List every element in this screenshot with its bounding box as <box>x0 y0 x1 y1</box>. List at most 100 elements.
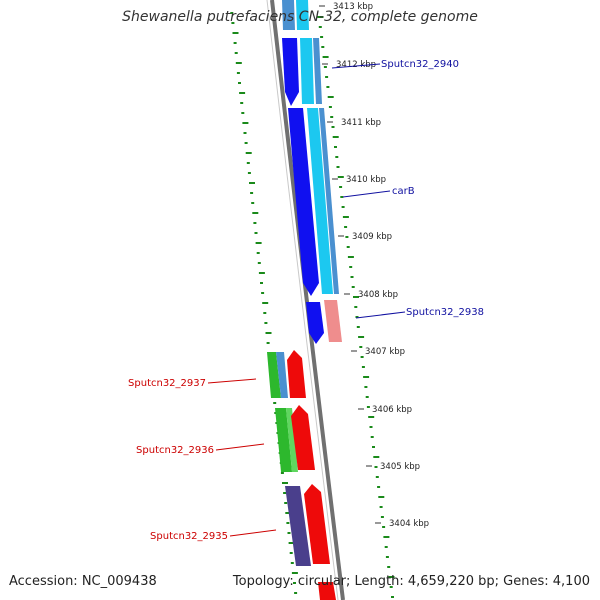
cds-top-stub-mid[interactable] <box>282 0 295 30</box>
gc-dot-left <box>232 32 239 34</box>
gc-dot-left <box>243 132 247 134</box>
gene-label-leader <box>331 63 381 69</box>
gc-dot-right <box>389 586 393 588</box>
gene-label[interactable]: Sputcn32_2935 <box>150 531 228 542</box>
cds-sputcn32-2937-arrow[interactable] <box>287 350 306 398</box>
gc-dot-right <box>379 506 383 508</box>
gc-dot-left <box>261 292 265 294</box>
gc-dot-left <box>235 62 242 64</box>
gc-dot-right <box>372 446 375 448</box>
gc-dot-left <box>249 182 255 184</box>
gc-dot-right <box>346 246 350 248</box>
gene-label[interactable]: Sputcn32_2940 <box>381 59 459 70</box>
ruler-tick-label: 3410 kbp <box>346 175 386 185</box>
gene-label[interactable]: Sputcn32_2936 <box>136 445 214 456</box>
gc-dot-right <box>321 46 325 48</box>
cds-carb-mid[interactable] <box>319 108 339 294</box>
backbone-inner-line <box>266 0 339 600</box>
ruler-tick-label: 3411 kbp <box>341 118 381 128</box>
gc-dot-left <box>290 562 294 564</box>
gc-dot-right <box>364 386 368 388</box>
cds-carb-arrow[interactable] <box>288 108 319 296</box>
gc-dot-right <box>382 526 386 528</box>
gc-dot-left <box>291 572 298 574</box>
gc-dot-right <box>342 216 349 218</box>
gene-label[interactable]: Sputcn32_2937 <box>128 378 206 389</box>
gene-label[interactable]: carB <box>392 186 415 197</box>
cds-carb-light[interactable] <box>307 108 333 294</box>
reverse-strand-features <box>267 350 336 600</box>
cds-sputcn32-2936-green[interactable] <box>275 408 292 472</box>
cds-sputcn32-2936-green-light[interactable] <box>286 408 298 472</box>
cds-bottom-stub[interactable] <box>318 582 336 600</box>
forward-strand-features <box>282 0 342 344</box>
gene-label[interactable]: Sputcn32_2938 <box>406 307 484 318</box>
cds-sputcn32-2935-arrow[interactable] <box>304 484 330 564</box>
gc-dot-left <box>288 542 295 544</box>
gc-dot-left <box>255 242 262 244</box>
gc-dot-left <box>286 522 290 524</box>
gc-dot-right <box>378 496 385 498</box>
ruler-tick-label: 3407 kbp <box>365 347 405 357</box>
gc-dot-right <box>344 226 348 228</box>
gc-dot-left <box>293 582 296 584</box>
cds-sputcn32-2935-purple[interactable] <box>285 486 311 566</box>
gc-dot-right <box>354 306 358 308</box>
gc-dot-left <box>250 192 254 194</box>
gc-dot-left <box>260 282 263 284</box>
gc-dot-right <box>337 176 344 178</box>
gc-dot-right <box>347 256 354 258</box>
cds-sputcn32-2938-pink[interactable] <box>324 300 342 342</box>
cds-sputcn32-2940-mid[interactable] <box>313 38 322 104</box>
gene-label-leader <box>207 378 257 384</box>
gc-dot-right <box>358 336 365 338</box>
gc-dot-right <box>332 136 339 138</box>
gc-dot-right <box>361 366 365 368</box>
gc-dot-right <box>335 156 339 158</box>
ruler-tick-label: 3404 kbp <box>389 519 429 529</box>
cds-sputcn32-2940-light[interactable] <box>300 38 314 104</box>
gc-dot-right <box>339 186 343 188</box>
cds-sputcn32-2936-arrow[interactable] <box>291 405 315 470</box>
gc-dot-right <box>385 556 389 558</box>
gc-dot-right <box>353 296 359 298</box>
ruler-tick-label: 3413 kbp <box>333 2 373 12</box>
gc-dot-left <box>236 72 240 74</box>
gene-label-leader <box>342 190 391 198</box>
gene-label-leader <box>215 443 265 451</box>
gc-dot-right <box>370 436 374 438</box>
cds-sputcn32-2937-mid[interactable] <box>276 352 288 398</box>
cds-top-stub-light[interactable] <box>296 0 309 30</box>
gc-dot-left <box>289 552 293 554</box>
gc-dot-left <box>244 142 248 144</box>
gc-dot-left <box>280 472 284 474</box>
gc-dot-left <box>247 172 251 174</box>
gc-dot-right <box>355 316 359 318</box>
gc-dot-left <box>258 272 265 274</box>
gc-dot-right <box>320 36 324 38</box>
gc-dot-right <box>360 356 364 358</box>
gc-dot-left <box>294 592 298 594</box>
gc-dot-right <box>351 286 355 288</box>
gc-dot-right <box>325 76 329 78</box>
accession-label: Accession: NC_009438 <box>9 574 157 589</box>
backbone-outer-line <box>270 0 345 600</box>
gc-dot-right <box>368 416 375 418</box>
gc-dot-right <box>366 406 370 408</box>
gc-dot-left <box>240 102 244 104</box>
cds-sputcn32-2937-green[interactable] <box>267 352 281 398</box>
gc-dot-right <box>374 466 378 468</box>
gc-dot-right <box>365 396 369 398</box>
gc-dot-left <box>283 492 287 494</box>
cds-sputcn32-2940-arrow[interactable] <box>282 38 299 106</box>
gc-dot-right <box>336 166 340 168</box>
gc-dot-left <box>266 342 270 344</box>
gc-dot-left <box>264 322 268 324</box>
genome-backbone <box>266 0 345 600</box>
gc-dot-right <box>356 326 360 328</box>
gc-dot-left <box>263 312 267 314</box>
cds-sputcn32-2938-arrow[interactable] <box>306 302 324 344</box>
gc-dot-right <box>331 126 335 128</box>
gene-label-leader <box>229 529 277 537</box>
